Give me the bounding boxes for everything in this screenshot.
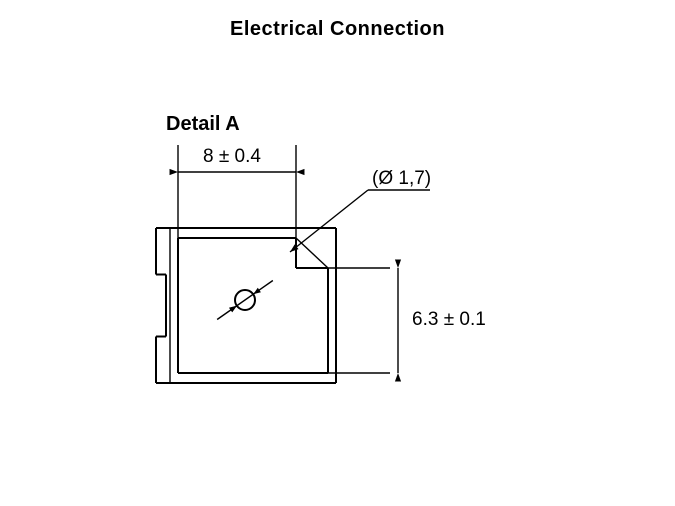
page: Electrical Connection Detail A 8 ± 0.4 (… — [0, 0, 675, 506]
technical-drawing — [0, 0, 675, 506]
